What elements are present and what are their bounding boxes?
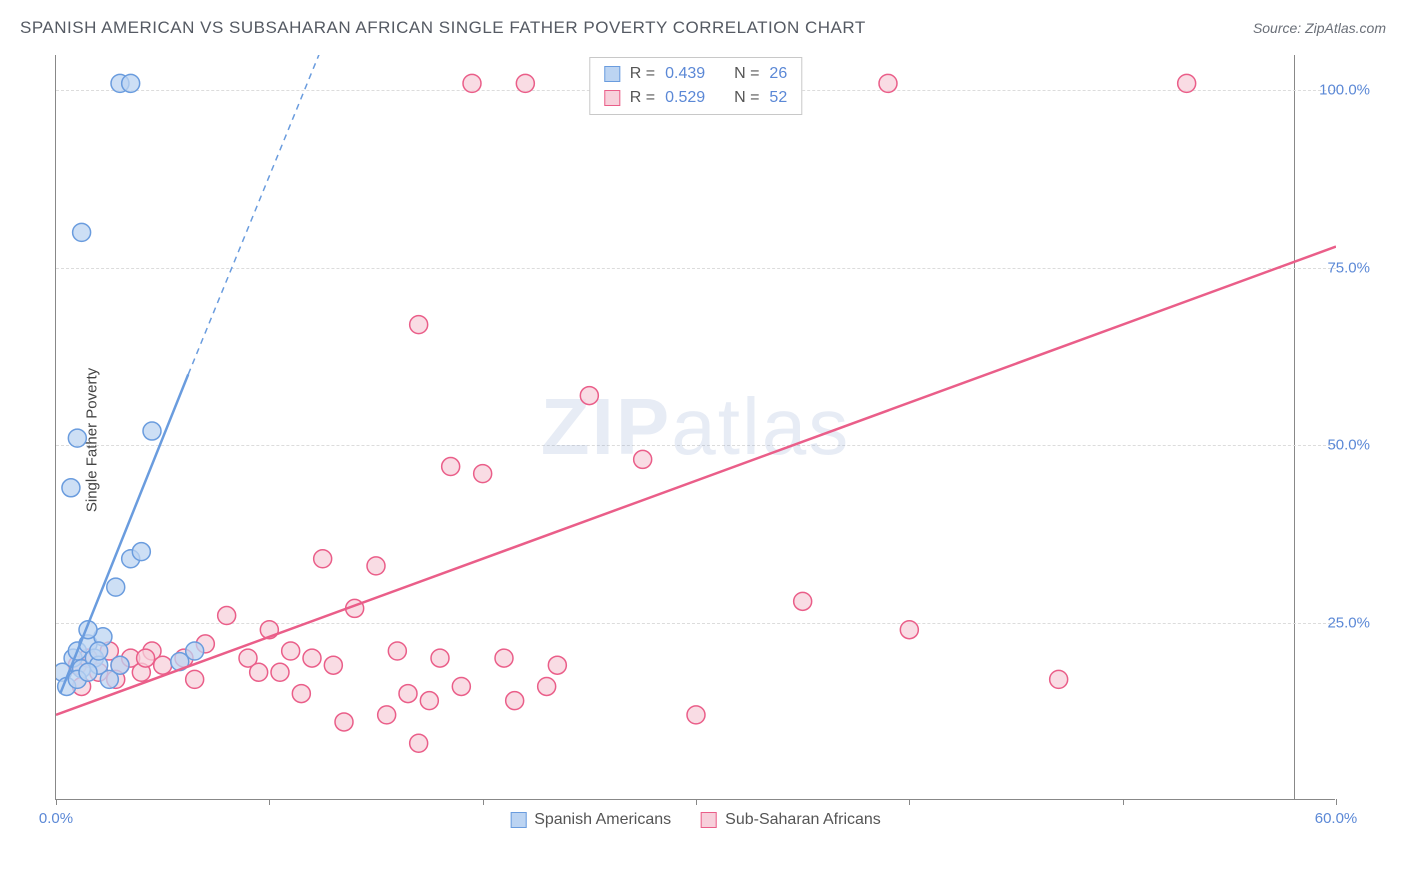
data-point <box>186 642 204 660</box>
data-point <box>548 656 566 674</box>
chart-area: Single Father Poverty ZIPatlas R = 0.439… <box>55 55 1375 825</box>
data-point <box>303 649 321 667</box>
data-point <box>282 642 300 660</box>
x-tick <box>1336 799 1337 805</box>
data-point <box>137 649 155 667</box>
data-point <box>314 550 332 568</box>
data-point <box>442 458 460 476</box>
data-point <box>516 74 534 92</box>
data-point <box>335 713 353 731</box>
data-point <box>463 74 481 92</box>
scatter-svg <box>56 55 1336 800</box>
data-point <box>452 677 470 695</box>
data-point <box>271 663 289 681</box>
data-point <box>378 706 396 724</box>
data-point <box>90 642 108 660</box>
trendline <box>60 374 188 693</box>
data-point <box>634 450 652 468</box>
data-point <box>250 663 268 681</box>
data-point <box>879 74 897 92</box>
legend-row-series1: R = 0.439 N = 26 <box>604 62 787 86</box>
data-point <box>431 649 449 667</box>
x-tick-label: 60.0% <box>1315 810 1358 827</box>
data-point <box>154 656 172 674</box>
data-point <box>410 316 428 334</box>
plot-region: ZIPatlas R = 0.439 N = 26 R = 0.529 N = … <box>55 55 1335 800</box>
data-point <box>132 543 150 561</box>
data-point <box>367 557 385 575</box>
chart-title: SPANISH AMERICAN VS SUBSAHARAN AFRICAN S… <box>20 18 866 38</box>
chart-header: SPANISH AMERICAN VS SUBSAHARAN AFRICAN S… <box>20 18 1386 38</box>
series-legend: Spanish Americans Sub-Saharan Africans <box>510 811 881 829</box>
data-point <box>474 465 492 483</box>
data-point <box>1178 74 1196 92</box>
data-point <box>388 642 406 660</box>
swatch-series2-bottom <box>701 812 717 828</box>
n-value-series2: 52 <box>769 86 787 110</box>
data-point <box>1050 670 1068 688</box>
x-tick-label: 0.0% <box>39 810 73 827</box>
data-point <box>218 607 236 625</box>
data-point <box>73 223 91 241</box>
legend-row-series2: R = 0.529 N = 52 <box>604 86 787 110</box>
data-point <box>506 692 524 710</box>
data-point <box>687 706 705 724</box>
data-point <box>122 74 140 92</box>
r-value-series2: 0.529 <box>665 86 705 110</box>
legend-item-series1: Spanish Americans <box>510 811 671 829</box>
data-point <box>143 422 161 440</box>
chart-source: Source: ZipAtlas.com <box>1253 20 1386 36</box>
data-point <box>900 621 918 639</box>
legend-item-series2: Sub-Saharan Africans <box>701 811 881 829</box>
data-point <box>324 656 342 674</box>
trendline <box>56 247 1336 715</box>
correlation-legend: R = 0.439 N = 26 R = 0.529 N = 52 <box>589 57 802 115</box>
data-point <box>399 685 417 703</box>
n-value-series1: 26 <box>769 62 787 86</box>
data-point <box>420 692 438 710</box>
data-point <box>107 578 125 596</box>
r-value-series1: 0.439 <box>665 62 705 86</box>
data-point <box>538 677 556 695</box>
data-point <box>495 649 513 667</box>
data-point <box>292 685 310 703</box>
data-point <box>186 670 204 688</box>
data-point <box>111 656 129 674</box>
swatch-series2 <box>604 90 620 106</box>
data-point <box>580 387 598 405</box>
data-point <box>79 663 97 681</box>
swatch-series1 <box>604 66 620 82</box>
trendline-extrapolation <box>188 55 333 374</box>
swatch-series1-bottom <box>510 812 526 828</box>
data-point <box>794 592 812 610</box>
data-point <box>62 479 80 497</box>
data-point <box>410 734 428 752</box>
data-point <box>68 429 86 447</box>
